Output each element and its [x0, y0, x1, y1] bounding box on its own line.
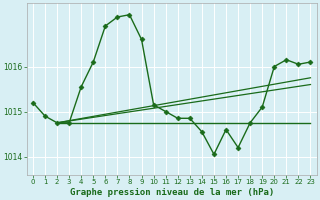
X-axis label: Graphe pression niveau de la mer (hPa): Graphe pression niveau de la mer (hPa): [69, 188, 274, 197]
